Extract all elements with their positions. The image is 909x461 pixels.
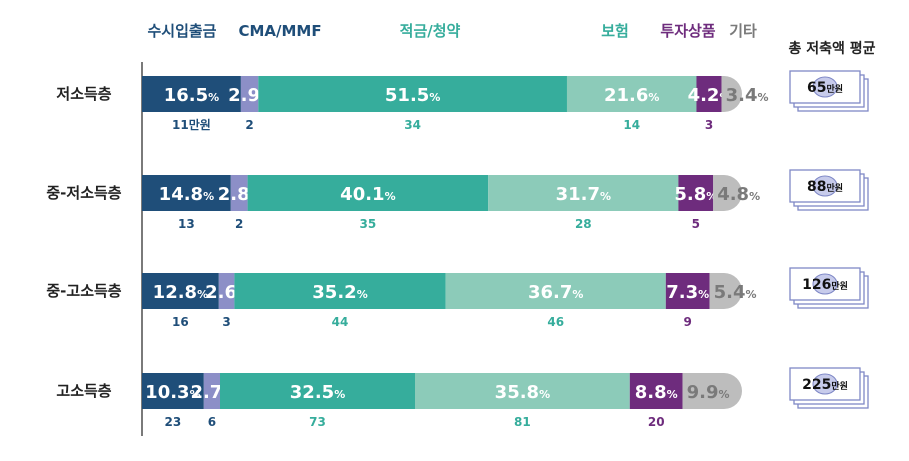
banknote-emblem-icon (812, 373, 838, 395)
amount-label: 9 (684, 315, 692, 329)
amount-label: 3 (222, 315, 230, 329)
amount-label: 13 (178, 217, 195, 231)
legend-item: 적금/청약 (400, 22, 461, 40)
data-label: 36.7% (528, 282, 583, 303)
data-label: 5.4% (714, 282, 757, 303)
data-label: 35.2% (312, 282, 367, 303)
legend-item: 기타 (729, 22, 757, 40)
data-label: 12.8% (153, 282, 208, 303)
bar-segment (682, 373, 742, 409)
bar-segment (665, 273, 710, 309)
amount-label: 35 (360, 217, 377, 231)
banknote-emblem-icon (812, 273, 838, 295)
total-label: 65만원 (807, 80, 843, 96)
data-label: 32.5% (290, 382, 345, 403)
amount-label: 44 (332, 315, 349, 329)
bar-segment (709, 273, 742, 309)
amount-label: 14 (623, 118, 640, 132)
bar-segment (247, 175, 489, 211)
legend-item: CMA/MMF (238, 22, 321, 40)
data-label: 5.8% (674, 184, 717, 205)
bar-segment (488, 175, 679, 211)
bar-segment (220, 373, 415, 409)
data-label: 21.6% (604, 85, 659, 106)
bar-segment (142, 76, 241, 112)
amount-label: 20 (648, 415, 665, 429)
bar-segment (218, 273, 235, 309)
bar-segment (234, 273, 446, 309)
total-label: 225만원 (802, 377, 848, 393)
bar-segment (445, 273, 666, 309)
category-label: 저소득층 (56, 85, 111, 103)
amount-label: 5 (692, 217, 700, 231)
bar-segment (566, 76, 697, 112)
amount-label: 34 (404, 118, 421, 132)
data-label: 35.8% (495, 382, 550, 403)
category-label: 중-저소득층 (46, 184, 121, 202)
data-label: 4.8% (717, 184, 760, 205)
amount-label: 81 (514, 415, 531, 429)
category-label: 중-고소득층 (46, 282, 121, 300)
amount-label: 73 (309, 415, 326, 429)
category-label: 고소득층 (56, 382, 111, 400)
amount-label: 23 (165, 415, 182, 429)
amount-label: 11만원 (172, 117, 211, 132)
amount-label: 2 (235, 217, 243, 231)
totals-title: 총 저축액 평균 (788, 40, 875, 57)
bar-segment (713, 175, 742, 211)
data-label: 3.4% (726, 85, 769, 106)
banknote-emblem-icon (812, 175, 838, 197)
bar-segment (240, 76, 259, 112)
bar-segment (142, 273, 219, 309)
bar-segment (415, 373, 630, 409)
total-label: 126만원 (802, 277, 848, 293)
legend-item: 수시입출금 (147, 22, 216, 40)
data-label: 9.9% (687, 382, 730, 403)
amount-label: 28 (575, 217, 592, 231)
data-label: 31.7% (556, 184, 611, 205)
amount-label: 46 (547, 315, 564, 329)
amount-label: 6 (208, 415, 216, 429)
amount-label: 2 (245, 118, 253, 132)
bar-segment (696, 76, 722, 112)
bar-segment (678, 175, 714, 211)
bar-segment (258, 76, 567, 112)
data-label: 40.1% (340, 184, 395, 205)
bar-segment (230, 175, 248, 211)
amount-label: 3 (705, 118, 713, 132)
legend-item: 보험 (601, 22, 629, 40)
banknote-emblem-icon (812, 76, 838, 98)
bar-segment (142, 373, 204, 409)
bar-segment (629, 373, 683, 409)
data-label: 16.5% (164, 85, 219, 106)
data-label: 14.8% (159, 184, 214, 205)
data-label: 51.5% (385, 85, 440, 106)
total-label: 88만원 (807, 179, 843, 195)
bar-segment (142, 175, 231, 211)
amount-label: 16 (172, 315, 189, 329)
bar-segment (203, 373, 220, 409)
data-label: 10.3% (145, 382, 200, 403)
data-label: 7.3% (666, 282, 709, 303)
bar-segment (721, 76, 742, 112)
legend-item: 투자상품 (660, 22, 715, 40)
data-label: 8.8% (635, 382, 678, 403)
